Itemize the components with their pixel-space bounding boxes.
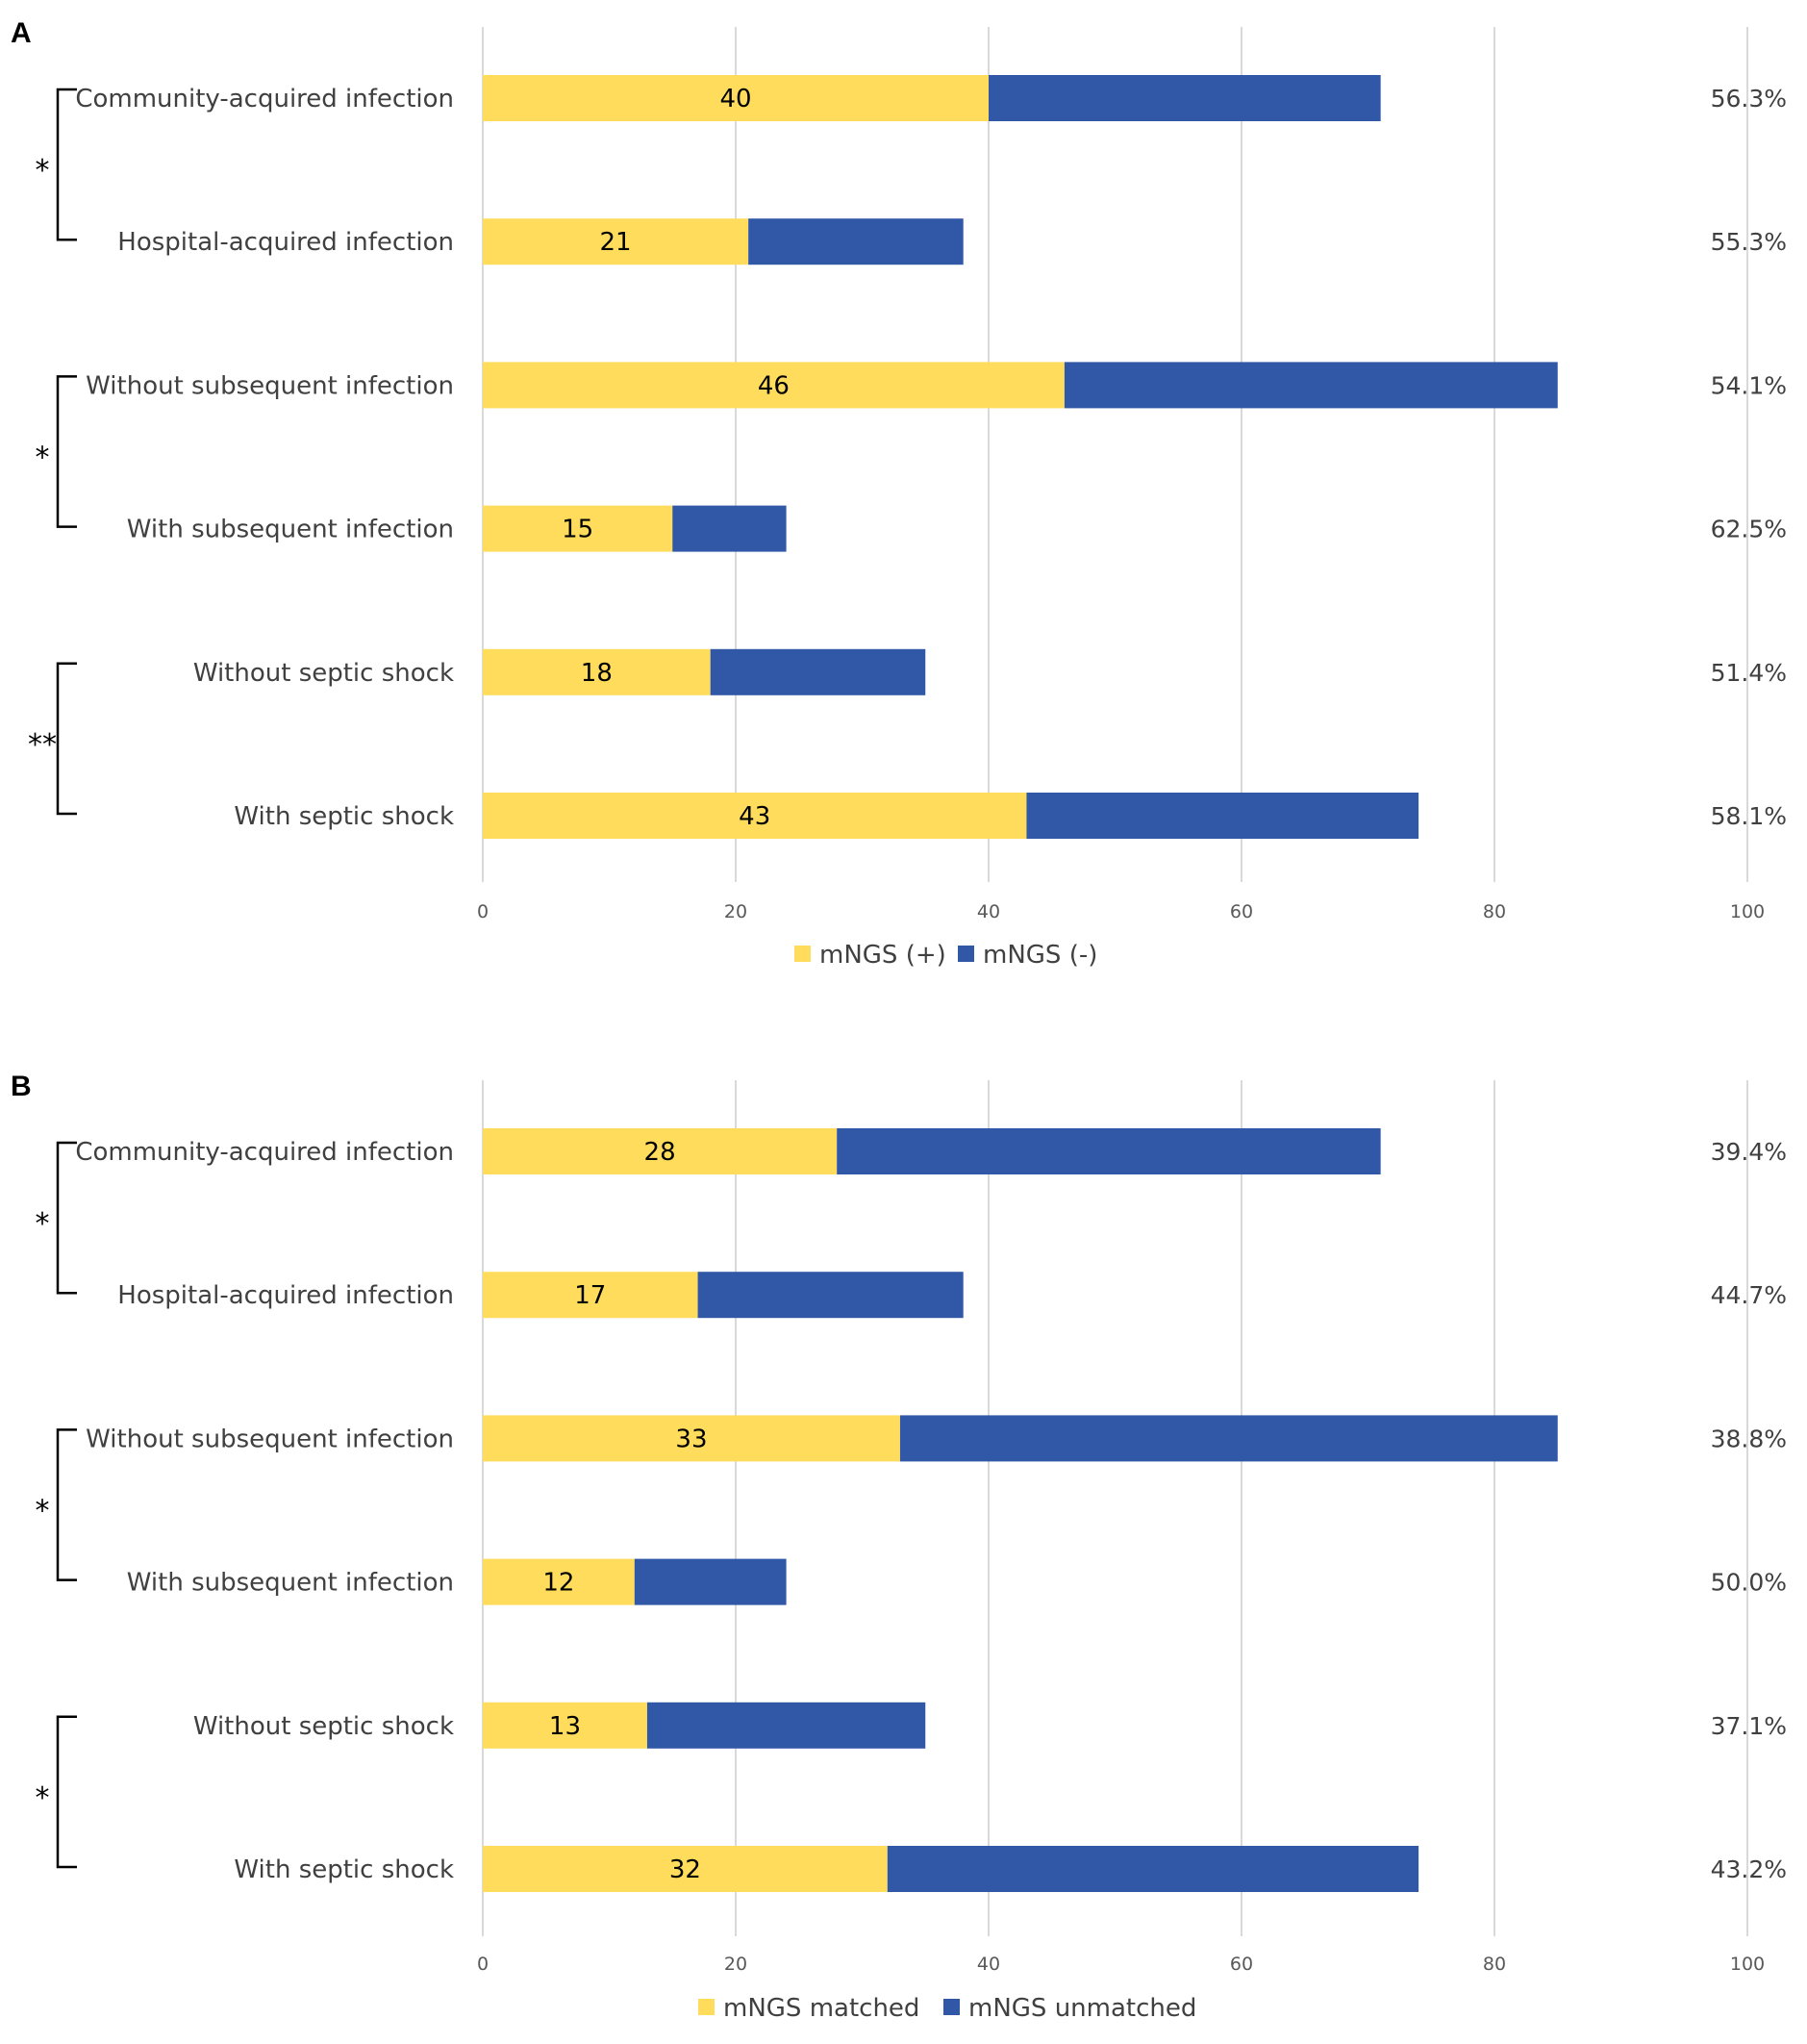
x-tick-label: 20 (724, 1954, 747, 1975)
percentage-label: 58.1% (1711, 802, 1787, 830)
percentage-label: 62.5% (1711, 516, 1787, 543)
panel-b: B 0 20 40 60 80 100 Community-acquired infectio… (11, 1071, 1787, 2023)
bar-segment-mngs- (483, 648, 711, 695)
percentage-label: 39.4% (1711, 1138, 1787, 1166)
data-label: 21 (600, 228, 632, 257)
bar-segment-mngs- (1026, 793, 1419, 839)
bar-segment-mngs- (483, 793, 1027, 839)
x-tick-label: 80 (1483, 1954, 1506, 1975)
data-label: 17 (574, 1281, 606, 1310)
category-label: Without septic shock (193, 659, 454, 688)
data-label: 32 (669, 1855, 701, 1884)
category-label: Community-acquired infection (75, 85, 454, 114)
data-label: 15 (562, 516, 593, 544)
bar-segment-mngs- (483, 218, 749, 265)
category-label: Without subsequent infection (86, 1425, 454, 1453)
category-label: Without septic shock (193, 1712, 454, 1741)
significance-marker: ** (28, 728, 57, 762)
percentage-label: 38.8% (1711, 1425, 1787, 1452)
significance-marker: * (36, 1495, 50, 1528)
significance-bracket (56, 1141, 77, 1295)
bar-segment-mngs-matched (483, 1702, 647, 1749)
category-label: Hospital-acquired infection (117, 1281, 454, 1310)
bar-segment-mngs-unmatched (646, 1702, 926, 1749)
legend-label: mNGS unmatched (968, 1994, 1196, 2023)
significance-bracket (56, 1715, 77, 1869)
category-label: Without subsequent infection (86, 371, 454, 400)
bar-segment-mngs-matched (483, 1128, 838, 1174)
legend-swatch (794, 946, 811, 962)
data-label: 12 (542, 1569, 574, 1598)
panel-letter: B (11, 1071, 32, 1102)
significance-marker: * (36, 442, 50, 475)
bar-segment-mngs- (989, 75, 1381, 121)
category-label: With subsequent infection (127, 1569, 454, 1598)
category-label: Community-acquired infection (75, 1138, 454, 1167)
x-tick-label: 40 (977, 1954, 1000, 1975)
x-tick-label: 20 (724, 901, 747, 922)
percentage-label: 43.2% (1711, 1855, 1787, 1883)
data-label: 13 (549, 1712, 581, 1741)
category-label: With septic shock (234, 1855, 454, 1884)
category-label: With septic shock (234, 802, 454, 831)
significance-bracket (56, 88, 77, 241)
bar-segment-mngs- (1064, 362, 1558, 409)
x-tick-label: 40 (977, 901, 1000, 922)
significance-bracket (56, 375, 77, 528)
legend-swatch (958, 946, 974, 962)
percentage-label: 55.3% (1711, 228, 1787, 256)
data-label: 18 (581, 659, 613, 688)
x-tick-label: 60 (1230, 901, 1253, 922)
legend-swatch (698, 1999, 715, 2015)
panel-letter: A (11, 17, 32, 49)
significance-marker: * (36, 1781, 50, 1815)
bar-segment-mngs-unmatched (887, 1846, 1419, 1892)
significance-marker: * (36, 1207, 50, 1241)
x-tick-label: 80 (1483, 901, 1506, 922)
data-label: 40 (719, 85, 751, 114)
x-tick-label: 0 (477, 1954, 489, 1975)
category-label: Hospital-acquired infection (117, 228, 454, 257)
data-label: 33 (675, 1425, 707, 1453)
bar-segment-mngs- (483, 505, 673, 552)
data-label: 28 (644, 1138, 676, 1167)
legend-label: mNGS (+) (819, 941, 946, 970)
data-label: 46 (758, 371, 790, 400)
bar-segment-mngs-matched (483, 1846, 888, 1892)
x-tick-label: 100 (1730, 1954, 1765, 1975)
bar-segment-mngs- (483, 75, 989, 121)
percentage-label: 56.3% (1711, 85, 1787, 113)
bar-segment-mngs- (672, 505, 787, 552)
bar-segment-mngs-unmatched (634, 1558, 787, 1605)
legend-label: mNGS (-) (983, 941, 1097, 970)
significance-bracket (56, 662, 77, 816)
bar-segment-mngs- (483, 362, 1065, 409)
bar-segment-mngs- (710, 648, 926, 695)
x-tick-label: 60 (1230, 1954, 1253, 1975)
significance-marker: * (36, 154, 50, 188)
x-tick-label: 0 (477, 901, 489, 922)
category-label: With subsequent infection (127, 516, 454, 544)
data-label: 43 (739, 802, 770, 831)
legend-swatch (943, 1999, 960, 2015)
bar-segment-mngs-unmatched (837, 1128, 1381, 1174)
percentage-label: 37.1% (1711, 1712, 1787, 1740)
bar-segment-mngs- (748, 218, 964, 265)
legend-label: mNGS matched (723, 1994, 919, 2023)
bar-segment-mngs-unmatched (899, 1415, 1558, 1462)
bar-segment-mngs-matched (483, 1272, 698, 1319)
percentage-label: 54.1% (1711, 371, 1787, 399)
significance-bracket (56, 1428, 77, 1581)
percentage-label: 50.0% (1711, 1569, 1787, 1597)
percentage-label: 51.4% (1711, 659, 1787, 687)
bar-segment-mngs-matched (483, 1558, 635, 1605)
percentage-label: 44.7% (1711, 1281, 1787, 1309)
bar-segment-mngs-matched (483, 1415, 900, 1462)
bar-segment-mngs-unmatched (697, 1272, 964, 1319)
panel-a: A 0 20 40 60 80 100 Community-acquired infectio… (11, 17, 1787, 970)
x-tick-label: 100 (1730, 901, 1765, 922)
